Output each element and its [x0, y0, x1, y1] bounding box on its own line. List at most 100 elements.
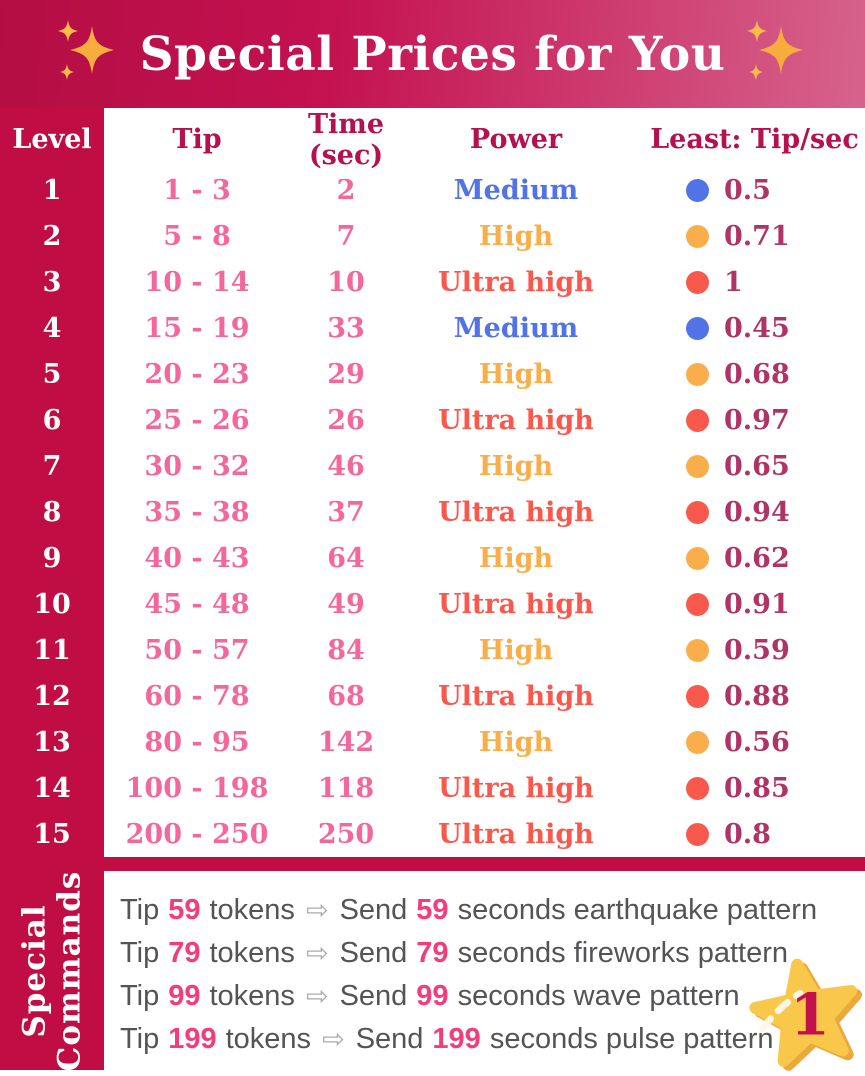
command-seconds: 59 [416, 894, 449, 926]
command-seconds: 199 [432, 1023, 481, 1055]
tip-cell: 5 - 8 [163, 220, 231, 252]
least-cell: 0.8 [630, 819, 865, 850]
least-value: 0.68 [724, 358, 790, 390]
sparkles-icon [745, 18, 809, 90]
time-cell: 118 [317, 772, 375, 804]
arrow-icon: ⇨ [305, 938, 329, 968]
table-row: 9 40 - 43 64 High 0.62 [0, 535, 865, 581]
least-cell: 0.65 [630, 451, 865, 482]
level-cell: 7 [42, 450, 62, 482]
least-cell: 0.59 [630, 635, 865, 666]
least-cell: 0.62 [630, 543, 865, 574]
power-dot-icon [686, 316, 709, 340]
power-cell: Ultra high [438, 588, 594, 620]
command-text: seconds pulse pattern [489, 1023, 774, 1055]
command-text: Tip [120, 980, 160, 1012]
least-value: 0.5 [724, 174, 771, 206]
command-text: tokens [209, 937, 295, 969]
table-row: 8 35 - 38 37 Ultra high 0.94 [0, 489, 865, 535]
power-cell: Medium [453, 174, 579, 206]
column-header-level: Level [12, 124, 92, 155]
level-cell: 3 [42, 266, 62, 298]
power-dot-icon [686, 362, 709, 386]
least-value: 0.45 [724, 312, 790, 344]
tip-cell: 40 - 43 [144, 542, 250, 574]
power-dot-icon [686, 638, 709, 662]
power-dot-icon [686, 224, 709, 248]
time-cell: 49 [327, 588, 365, 620]
least-cell: 0.71 [630, 221, 865, 252]
power-dot-icon [686, 592, 709, 616]
least-cell: 0.88 [630, 681, 865, 712]
power-cell: High [478, 634, 554, 666]
power-cell: High [478, 450, 554, 482]
command-text: seconds fireworks pattern [457, 937, 788, 969]
command-line: Tip 99 tokens ⇨ Send 99 seconds wave pat… [120, 975, 865, 1018]
command-text: tokens [209, 980, 295, 1012]
least-cell: 0.94 [630, 497, 865, 528]
arrow-icon: ⇨ [305, 981, 329, 1011]
arrow-icon: ⇨ [322, 1024, 345, 1054]
level-cell: 13 [33, 726, 71, 758]
command-token-count: 99 [168, 980, 201, 1012]
power-dot-icon [686, 684, 709, 708]
table-row: 15 200 - 250 250 Ultra high 0.8 [0, 811, 865, 857]
power-dot-icon [686, 546, 709, 570]
command-seconds: 79 [416, 937, 449, 969]
tip-cell: 15 - 19 [144, 312, 250, 344]
least-cell: 1 [630, 267, 865, 298]
command-token-count: 59 [168, 894, 201, 926]
power-dot-icon [686, 730, 709, 754]
page-title: Special Prices for You [139, 26, 726, 82]
star-icon [749, 958, 862, 1071]
command-text: Send [339, 937, 408, 969]
tip-cell: 50 - 57 [144, 634, 250, 666]
tip-cell: 100 - 198 [125, 772, 269, 804]
level-cell: 11 [33, 634, 71, 666]
command-text: tokens [225, 1023, 312, 1055]
table-row: 10 45 - 48 49 Ultra high 0.91 [0, 581, 865, 627]
power-cell: Medium [453, 312, 579, 344]
time-cell: 26 [327, 404, 365, 436]
level-cell: 10 [33, 588, 71, 620]
level-cell: 6 [42, 404, 62, 436]
command-token-count: 79 [168, 937, 201, 969]
column-header-time: Time (sec) [307, 108, 385, 171]
level-cell: 9 [42, 542, 62, 574]
command-text: Tip [120, 1023, 160, 1055]
least-value: 0.62 [724, 542, 790, 574]
sparkles-icon [56, 18, 120, 90]
badge-number: 1 [790, 982, 830, 1049]
table-row: 7 30 - 32 46 High 0.65 [0, 443, 865, 489]
table-row: 11 50 - 57 84 High 0.59 [0, 627, 865, 673]
special-commands-sidebar: Special Commands [0, 871, 104, 1072]
level-cell: 14 [33, 772, 71, 804]
level-cell: 5 [42, 358, 62, 390]
power-cell: Ultra high [438, 266, 594, 298]
star-badge: 1 [745, 950, 865, 1076]
time-cell: 37 [327, 496, 365, 528]
power-cell: Ultra high [438, 818, 594, 850]
command-text: seconds earthquake pattern [457, 894, 818, 926]
time-cell: 33 [327, 312, 365, 344]
command-line: Tip 199 tokens ⇨ Send 199 seconds pulse … [120, 1018, 865, 1061]
power-dot-icon [686, 454, 709, 478]
least-cell: 0.45 [630, 313, 865, 344]
power-dot-icon [686, 270, 709, 294]
star-dash-accent [759, 989, 804, 1033]
command-text: Send [339, 980, 408, 1012]
table-row: 2 5 - 8 7 High 0.71 [0, 213, 865, 259]
section-divider [0, 857, 865, 871]
level-cell: 12 [33, 680, 71, 712]
time-cell: 142 [317, 726, 375, 758]
level-cell: 15 [33, 818, 71, 850]
least-value: 0.85 [724, 772, 790, 804]
command-text: Send [339, 894, 408, 926]
power-dot-icon [686, 408, 709, 432]
header-banner: Special Prices for You [0, 0, 865, 108]
column-header-power: Power [469, 124, 563, 155]
power-dot-icon [686, 776, 709, 800]
least-cell: 0.56 [630, 727, 865, 758]
time-cell: 64 [327, 542, 365, 574]
